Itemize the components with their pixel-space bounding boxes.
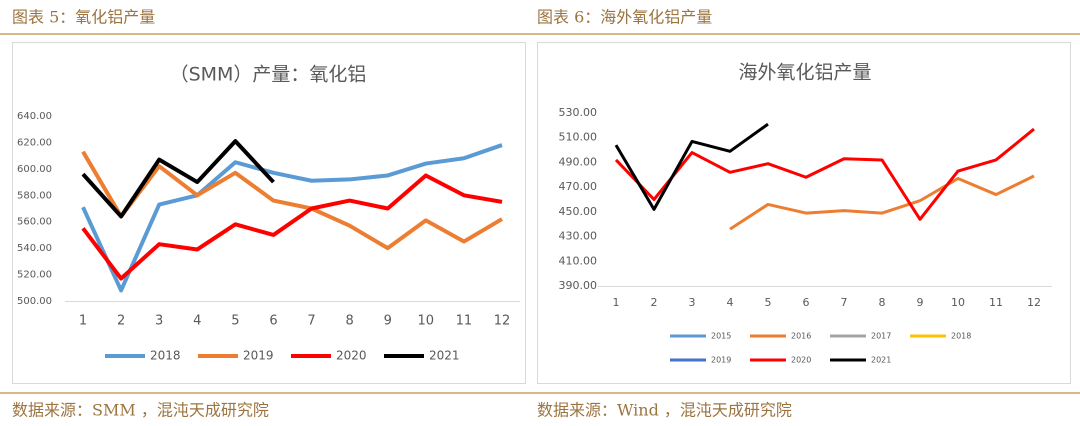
legend-label: 2020	[791, 356, 811, 365]
y-tick-label: 580.00	[17, 190, 52, 201]
x-tick-label: 8	[345, 314, 353, 329]
x-tick-label: 12	[494, 314, 511, 329]
x-tick-label: 9	[384, 314, 392, 329]
x-tick-label: 11	[456, 314, 473, 329]
x-tick-label: 4	[193, 314, 201, 329]
y-tick-label: 410.00	[559, 254, 598, 267]
x-tick-label: 4	[727, 296, 734, 309]
x-tick-label: 9	[917, 296, 924, 309]
series-line	[81, 173, 503, 281]
legend-label: 2019	[711, 356, 731, 365]
series-line	[81, 150, 504, 251]
figure-caption: 图表 6：海外氧化铝产量	[537, 8, 712, 27]
y-tick-label: 510.00	[559, 131, 598, 144]
y-tick-label: 430.00	[559, 230, 598, 243]
x-tick-label: 7	[307, 314, 315, 329]
source-note: 数据来源：Wind ，混沌天成研究院	[537, 401, 792, 420]
series-line	[81, 143, 503, 293]
series-line	[614, 127, 1035, 221]
legend-label: 2018	[150, 349, 181, 363]
legend-label: 2017	[871, 332, 891, 341]
series-line	[81, 139, 275, 219]
legend-label: 2020	[336, 349, 367, 363]
x-tick-label: 6	[269, 314, 277, 329]
legend-label: 2016	[791, 332, 811, 341]
x-tick-label: 2	[651, 296, 658, 309]
y-tick-label: 520.00	[17, 270, 52, 281]
series-line	[614, 122, 769, 211]
x-tick-label: 10	[418, 314, 435, 329]
chart-title: （SMM）产量：氧化铝	[170, 64, 367, 86]
x-tick-label: 7	[841, 296, 848, 309]
y-tick-label: 450.00	[559, 205, 598, 218]
source-note: 数据来源：SMM ，混沌天成研究院	[12, 401, 269, 420]
x-tick-label: 6	[803, 296, 810, 309]
figure-caption: 图表 5：氧化铝产量	[12, 8, 155, 27]
series-line	[729, 174, 1035, 231]
y-tick-label: 540.00	[17, 243, 52, 254]
y-tick-label: 620.00	[17, 137, 52, 148]
y-tick-label: 470.00	[559, 180, 598, 193]
y-tick-label: 490.00	[559, 155, 598, 168]
x-tick-label: 1	[613, 296, 620, 309]
legend-label: 2015	[711, 332, 731, 341]
x-tick-label: 5	[231, 314, 239, 329]
y-tick-label: 500.00	[17, 296, 52, 307]
x-tick-label: 10	[951, 296, 965, 309]
y-tick-label: 560.00	[17, 217, 52, 228]
legend-label: 2021	[871, 356, 891, 365]
x-tick-label: 11	[989, 296, 1003, 309]
x-tick-label: 12	[1027, 296, 1041, 309]
x-tick-label: 1	[79, 314, 87, 329]
legend-label: 2021	[429, 349, 460, 363]
y-tick-label: 640.00	[17, 111, 52, 122]
x-tick-label: 5	[765, 296, 772, 309]
chart-title: 海外氧化铝产量	[738, 62, 871, 84]
x-tick-label: 3	[689, 296, 696, 309]
x-tick-label: 3	[155, 314, 163, 329]
x-tick-label: 2	[117, 314, 125, 329]
y-tick-label: 600.00	[17, 164, 52, 175]
y-tick-label: 530.00	[559, 106, 598, 119]
legend-label: 2019	[243, 349, 274, 363]
y-tick-label: 390.00	[559, 279, 598, 292]
chart-frame	[12, 42, 526, 384]
legend-label: 2018	[951, 332, 971, 341]
x-tick-label: 8	[879, 296, 886, 309]
